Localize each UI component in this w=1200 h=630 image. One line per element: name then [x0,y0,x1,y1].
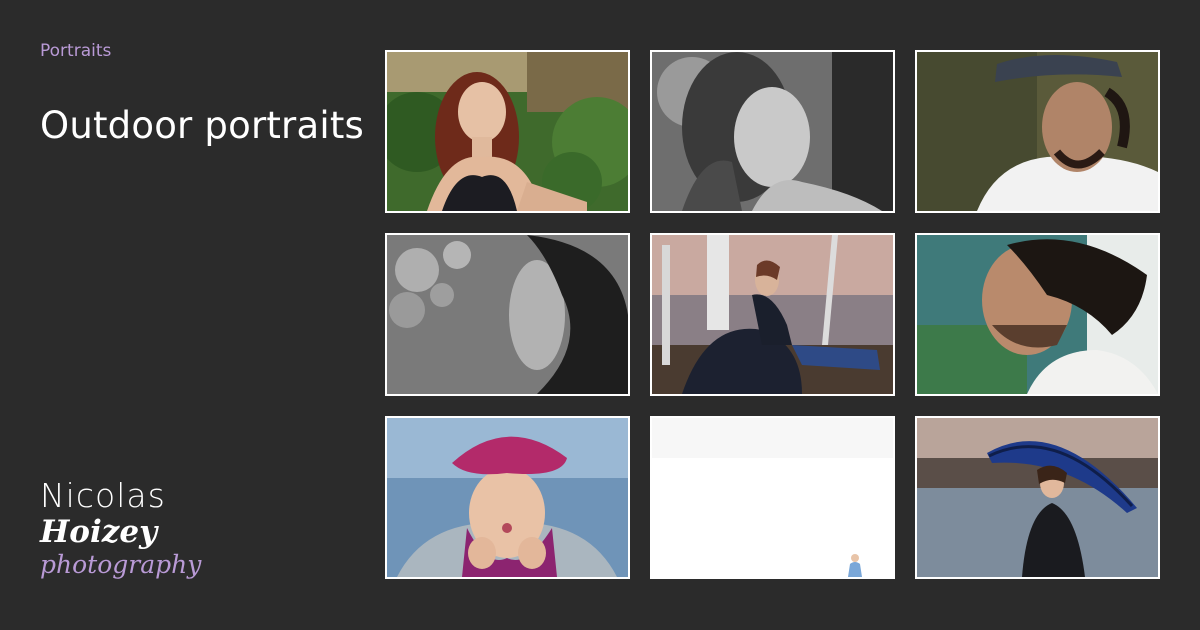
photo-6-image [917,235,1158,394]
gallery-photo-1[interactable] [385,50,630,213]
photo-7-image [387,418,628,577]
breadcrumb[interactable]: Portraits [40,41,111,61]
photo-8-image [652,418,893,577]
photo-4-image [387,235,628,394]
logo[interactable]: Nicolas Hoizey photography [40,478,240,580]
gallery-photo-2[interactable] [650,50,895,213]
gallery-photo-6[interactable] [915,233,1160,396]
photo-2-image [652,52,893,211]
logo-line-tagline: photography [40,550,240,580]
gallery-photo-5[interactable] [650,233,895,396]
gallery-photo-9[interactable] [915,416,1160,579]
logo-line-last-name: Hoizey [40,514,240,550]
logo-line-first-name: Nicolas [40,478,240,514]
photo-1-image [387,52,628,211]
photo-5-image [652,235,893,394]
photo-9-image [917,418,1158,577]
gallery-photo-8[interactable] [650,416,895,579]
gallery-photo-7[interactable] [385,416,630,579]
page-title: Outdoor portraits [40,104,364,147]
photo-3-image [917,52,1158,211]
gallery-photo-3[interactable] [915,50,1160,213]
gallery-photo-4[interactable] [385,233,630,396]
